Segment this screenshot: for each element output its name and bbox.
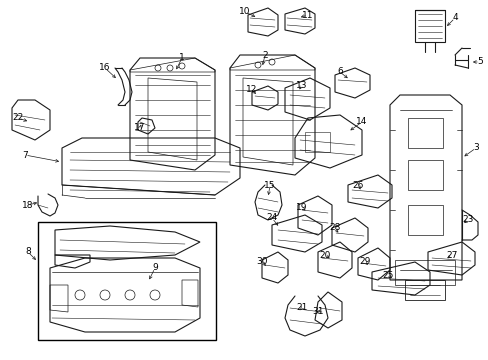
Text: 25: 25: [382, 270, 393, 279]
Text: 10: 10: [239, 8, 250, 17]
Text: 12: 12: [246, 85, 257, 94]
Text: 30: 30: [256, 257, 267, 266]
Text: 7: 7: [22, 150, 28, 159]
Text: 19: 19: [296, 203, 307, 212]
Text: 2: 2: [262, 50, 267, 59]
Text: 4: 4: [451, 13, 457, 22]
Text: 11: 11: [302, 10, 313, 19]
Text: 22: 22: [12, 113, 23, 122]
Bar: [407, 205, 442, 235]
Text: 29: 29: [359, 257, 370, 266]
Text: 27: 27: [446, 251, 457, 260]
Text: 26: 26: [351, 180, 363, 189]
Text: 23: 23: [461, 216, 473, 225]
Text: 18: 18: [22, 201, 34, 210]
Text: 8: 8: [25, 248, 31, 256]
Text: 14: 14: [356, 117, 367, 126]
Text: 21: 21: [296, 303, 307, 312]
Text: 9: 9: [152, 264, 158, 273]
Text: 1: 1: [179, 54, 184, 63]
Text: 5: 5: [476, 58, 482, 67]
Text: 16: 16: [99, 63, 110, 72]
Text: 6: 6: [336, 68, 342, 77]
Text: 24: 24: [266, 213, 277, 222]
Text: 15: 15: [264, 180, 275, 189]
Bar: [407, 118, 442, 148]
Text: 17: 17: [134, 123, 145, 132]
Text: 3: 3: [472, 144, 478, 153]
Text: 13: 13: [296, 81, 307, 90]
Bar: [407, 160, 442, 190]
Text: 20: 20: [319, 251, 330, 260]
Text: 28: 28: [328, 224, 340, 233]
Bar: [38, 222, 216, 340]
Text: 31: 31: [312, 307, 323, 316]
Bar: [305, 132, 329, 152]
